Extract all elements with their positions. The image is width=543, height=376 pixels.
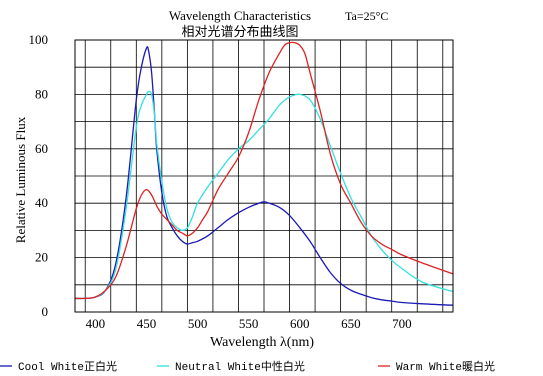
- x-tick-label: 650: [341, 316, 361, 331]
- y-tick-label: 0: [42, 304, 49, 319]
- axis-ticks: 400 450 500 550 600 650 700 0 20 40 60 80 100: [29, 32, 412, 331]
- x-tick-label: 550: [239, 316, 259, 331]
- chart-title: Wavelength Characteristics: [169, 8, 311, 23]
- y-tick-label: 100: [29, 32, 49, 47]
- x-axis-label: Wavelength λ(nm): [210, 335, 314, 350]
- grid: [75, 40, 453, 312]
- y-tick-label: 40: [35, 195, 48, 210]
- y-tick-label: 20: [35, 250, 48, 265]
- legend: Cool White正白光 Neutral White中性白光 Warm White…: [0, 359, 495, 374]
- legend-label-3: Warm White暖白光: [396, 359, 495, 374]
- y-tick-label: 60: [35, 141, 48, 156]
- legend-label-1: Cool White正白光: [18, 359, 117, 374]
- x-tick-label: 450: [137, 316, 157, 331]
- y-tick-label: 80: [35, 86, 48, 101]
- series-line-2: [74, 90, 454, 300]
- series-line-1: [74, 46, 454, 306]
- x-tick-label: 500: [188, 316, 208, 331]
- x-tick-label: 700: [392, 316, 412, 331]
- series-lines: [74, 41, 454, 306]
- legend-label-2: Neutral White中性白光: [175, 359, 305, 374]
- plot-frame: [74, 39, 454, 313]
- series-line-3: [74, 41, 454, 300]
- chart-title-note: Ta=25°C: [345, 9, 388, 23]
- x-tick-label: 600: [290, 316, 310, 331]
- x-tick-label: 400: [86, 316, 106, 331]
- chart-subtitle: 相对光谱分布曲线图: [181, 24, 298, 39]
- y-axis-label: Relative Luminous Flux: [13, 116, 28, 243]
